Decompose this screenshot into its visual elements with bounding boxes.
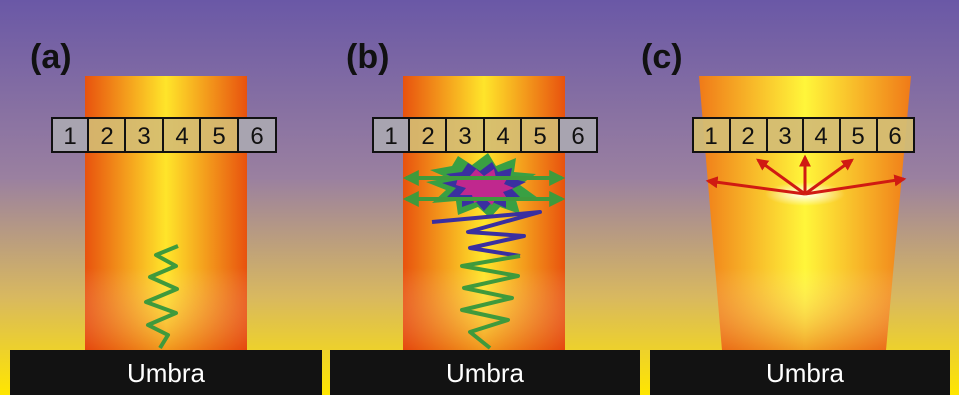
wave-path-blue bbox=[431, 210, 542, 258]
layer-number: 6 bbox=[888, 123, 901, 150]
layer-number: 4 bbox=[496, 123, 509, 150]
layer-number: 5 bbox=[851, 123, 864, 150]
radiating-arrow bbox=[804, 158, 854, 196]
layer-number: 4 bbox=[814, 123, 827, 150]
panel-label: (c) bbox=[641, 38, 683, 76]
layer-number: 6 bbox=[250, 123, 263, 150]
radiating-arrow bbox=[804, 174, 907, 196]
radiating-arrow bbox=[705, 176, 806, 196]
layer-boxes: 1 2 3 4 5 6 bbox=[372, 117, 598, 153]
umbra-label: Umbra bbox=[127, 358, 206, 388]
layer-number: 5 bbox=[212, 123, 225, 150]
panel-c: (c) 1 2 3 4 5 6 Umbra bbox=[641, 38, 950, 395]
layer-number: 1 bbox=[384, 123, 397, 150]
panel-b: (b) 1 2 3 4 5 6 Umbra bbox=[330, 38, 640, 395]
wave-path bbox=[144, 244, 179, 350]
umbra-label: Umbra bbox=[446, 358, 525, 388]
layer-number: 1 bbox=[704, 123, 717, 150]
radiating-arrow bbox=[756, 158, 806, 196]
umbra-label: Umbra bbox=[766, 358, 845, 388]
layer-number: 2 bbox=[100, 123, 113, 150]
layer-boxes: 1 2 3 4 5 6 bbox=[51, 117, 277, 153]
umbra-bar bbox=[10, 350, 322, 395]
layer-number: 5 bbox=[533, 123, 546, 150]
layer-number: 2 bbox=[421, 123, 434, 150]
layer-number: 4 bbox=[175, 123, 188, 150]
layer-number: 2 bbox=[741, 123, 754, 150]
wave-path bbox=[460, 254, 521, 350]
panel-label: (a) bbox=[30, 38, 72, 76]
layer-boxes: 1 2 3 4 5 6 bbox=[692, 117, 915, 153]
layer-number: 1 bbox=[63, 123, 76, 150]
umbra-bar bbox=[330, 350, 640, 395]
layer-number: 3 bbox=[458, 123, 471, 150]
panel-a: (a) 1 2 3 4 5 6 Umbra bbox=[10, 38, 322, 395]
layer-number: 3 bbox=[778, 123, 791, 150]
panel-label: (b) bbox=[346, 38, 389, 76]
umbra-bar bbox=[650, 350, 950, 395]
layer-number: 3 bbox=[137, 123, 150, 150]
layer-number: 6 bbox=[571, 123, 584, 150]
